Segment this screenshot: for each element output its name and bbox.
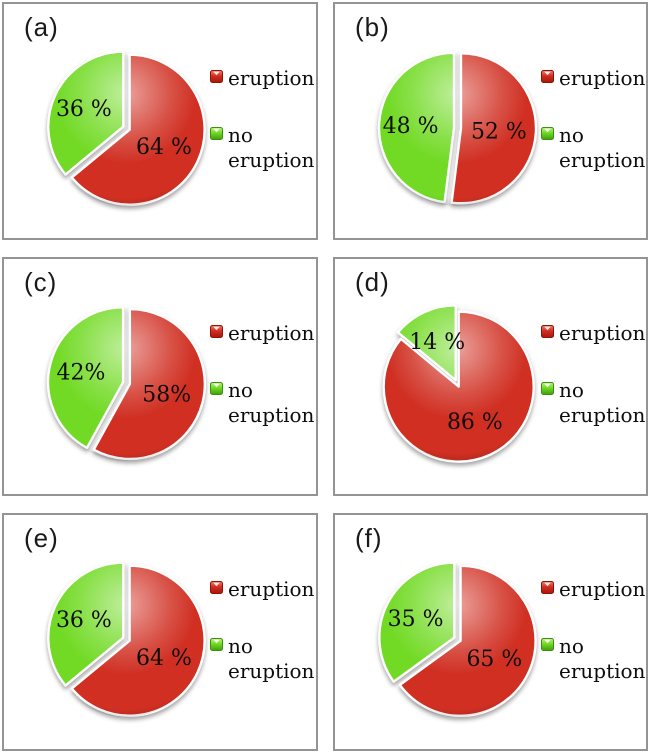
- panel-label: (d): [355, 267, 390, 297]
- no-eruption-swatch-icon: [210, 127, 223, 140]
- legend: eruption no eruption: [541, 577, 645, 684]
- no-eruption-swatch-icon: [541, 127, 554, 140]
- pie-chart: 58% 42%: [46, 305, 207, 461]
- slice-label-no-eruption: 36 %: [56, 97, 112, 122]
- legend-label-eruption: eruption: [228, 577, 315, 601]
- legend-item-no-eruption: no eruption: [541, 634, 645, 684]
- legend-label-no-eruption: no eruption: [228, 123, 315, 172]
- legend-label-eruption: eruption: [559, 321, 646, 345]
- legend-label-eruption: eruption: [228, 321, 315, 345]
- no-eruption-swatch-icon: [210, 382, 223, 395]
- legend-label-no-eruption: no eruption: [559, 378, 646, 427]
- slice-label-eruption: 64 %: [136, 135, 192, 160]
- no-eruption-swatch-icon: [541, 638, 554, 651]
- eruption-swatch-icon: [210, 70, 223, 83]
- legend-item-no-eruption: no eruption: [210, 378, 314, 428]
- legend-item-eruption: eruption: [541, 321, 645, 346]
- panel-c: (c) 58% 42% eruption no eruption: [2, 257, 318, 496]
- eruption-swatch-icon: [541, 325, 554, 338]
- slice-label-eruption: 58%: [142, 382, 191, 407]
- legend: eruption no eruption: [541, 321, 645, 428]
- slice-label-eruption: 65 %: [466, 647, 522, 672]
- panel-label: (e): [24, 523, 59, 553]
- legend-label-eruption: eruption: [228, 66, 315, 90]
- legend-item-eruption: eruption: [210, 66, 314, 91]
- slice-label-no-eruption: 35 %: [388, 607, 444, 632]
- legend-item-no-eruption: no eruption: [541, 378, 645, 428]
- panel-f: (f) 65 % 35 % eruption no eruption: [333, 513, 648, 751]
- legend: eruption no eruption: [541, 66, 645, 173]
- legend-item-no-eruption: no eruption: [541, 123, 645, 173]
- legend-label-eruption: eruption: [559, 66, 646, 90]
- pie-chart: 52 % 48 %: [377, 50, 538, 206]
- legend-label-eruption: eruption: [559, 577, 646, 601]
- panel-label: (c): [24, 267, 58, 297]
- slice-label-no-eruption: 36 %: [56, 608, 112, 633]
- legend: eruption no eruption: [210, 577, 314, 684]
- panel-label: (f): [355, 523, 383, 553]
- eruption-swatch-icon: [541, 70, 554, 83]
- legend-item-no-eruption: no eruption: [210, 634, 314, 684]
- panel-b: (b) 52 % 48 % eruption no eruption: [333, 2, 648, 240]
- legend-label-no-eruption: no eruption: [559, 634, 646, 683]
- legend-item-no-eruption: no eruption: [210, 123, 314, 173]
- eruption-swatch-icon: [210, 325, 223, 338]
- eruption-swatch-icon: [541, 581, 554, 594]
- legend: eruption no eruption: [210, 321, 314, 428]
- legend-item-eruption: eruption: [210, 321, 314, 346]
- legend-label-no-eruption: no eruption: [559, 123, 646, 172]
- eruption-swatch-icon: [210, 581, 223, 594]
- legend-label-no-eruption: no eruption: [228, 378, 315, 427]
- pie-chart: 86 % 14 %: [379, 304, 535, 463]
- slice-label-eruption: 86 %: [447, 410, 503, 435]
- slice-label-no-eruption: 14 %: [409, 330, 465, 355]
- pie-chart: 64 % 36 %: [47, 561, 206, 717]
- no-eruption-swatch-icon: [210, 638, 223, 651]
- no-eruption-swatch-icon: [541, 382, 554, 395]
- panel-label: (a): [24, 12, 59, 42]
- legend-item-eruption: eruption: [210, 577, 314, 602]
- panel-e: (e) 64 % 36 % eruption no eruption: [2, 513, 318, 751]
- pie-chart: 65 % 35 %: [378, 561, 537, 718]
- legend-item-eruption: eruption: [541, 66, 645, 91]
- legend: eruption no eruption: [210, 66, 314, 173]
- pie-chart: 64 % 36 %: [47, 50, 206, 206]
- legend-item-eruption: eruption: [541, 577, 645, 602]
- panel-d: (d) 86 % 14 % eruption no eruption: [333, 257, 648, 496]
- panel-label: (b): [355, 12, 390, 42]
- slice-label-no-eruption: 42%: [57, 360, 106, 385]
- legend-label-no-eruption: no eruption: [228, 634, 315, 683]
- panel-a: (a) 64 % 36 % eruption no eruption: [2, 2, 318, 240]
- slice-label-no-eruption: 48 %: [383, 114, 439, 139]
- slice-label-eruption: 64 %: [136, 646, 192, 671]
- slice-label-eruption: 52 %: [471, 120, 527, 145]
